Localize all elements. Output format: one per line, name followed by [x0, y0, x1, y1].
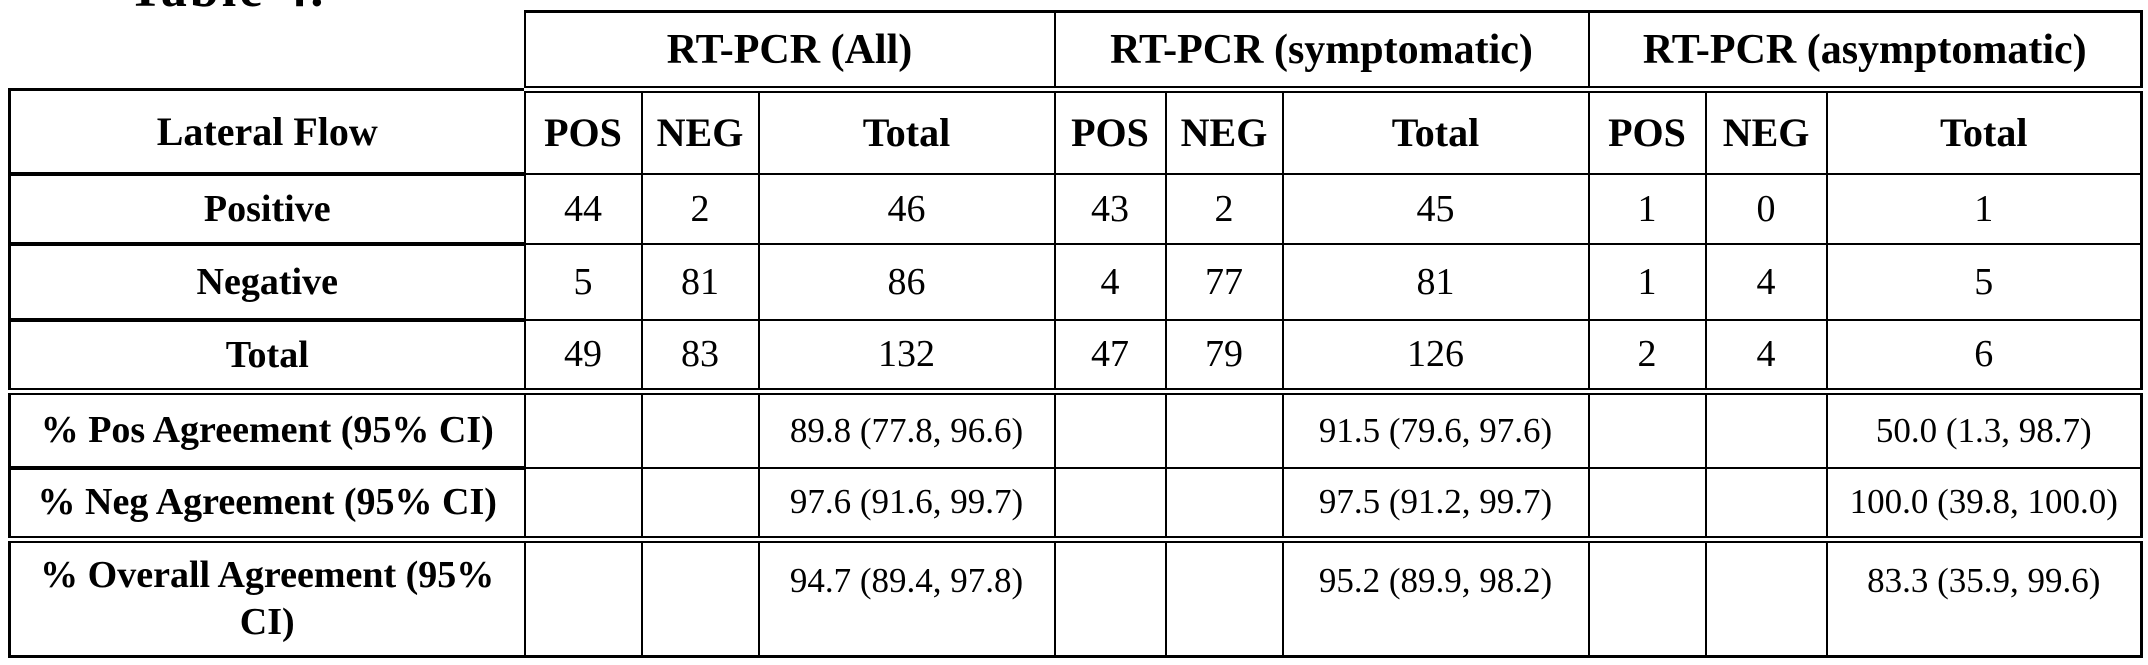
cell-negative-all-total: 86 — [758, 243, 1056, 321]
cell-negative-all-pos: 5 — [524, 243, 643, 321]
agreement-table: RT-PCR (All) RT-PCR (symptomatic) RT-PCR… — [8, 10, 2144, 658]
cell-negagree-all-pos-empty — [524, 467, 643, 543]
cell-negagree-sym-pos-empty — [1054, 467, 1167, 543]
cell-total-all-neg: 83 — [641, 319, 760, 395]
cell-posagree-all-neg-empty — [641, 391, 760, 469]
row-label-neg-agreement: % Neg Agreement (95% CI) — [8, 467, 526, 543]
cell-negative-all-neg: 81 — [641, 243, 760, 321]
row-total: Total 49 83 132 47 79 126 2 4 6 — [8, 319, 2144, 395]
col-header-neg-all: NEG — [641, 89, 760, 175]
cell-positive-sym-total: 45 — [1282, 173, 1590, 245]
col-header-total-asymptomatic: Total — [1826, 89, 2144, 175]
cell-negative-sym-total: 81 — [1282, 243, 1590, 321]
cell-total-all-total: 132 — [758, 319, 1056, 395]
cell-posagree-asym-total: 50.0 (1.3, 98.7) — [1826, 391, 2144, 469]
cell-positive-all-total: 46 — [758, 173, 1056, 245]
col-header-pos-asymptomatic: POS — [1588, 89, 1707, 175]
group-header-row: RT-PCR (All) RT-PCR (symptomatic) RT-PCR… — [10, 10, 2144, 93]
row-overall-agreement: % Overall Agreement (95% CI) 94.7 (89.4,… — [8, 539, 2144, 658]
cell-positive-sym-pos: 43 — [1054, 173, 1167, 245]
row-neg-agreement: % Neg Agreement (95% CI) 97.6 (91.6, 99.… — [8, 467, 2144, 543]
corner-blank-cell — [10, 12, 525, 90]
cell-overall-all-pos-empty — [524, 539, 643, 658]
cell-negagree-all-neg-empty — [641, 467, 760, 543]
cell-posagree-sym-total: 91.5 (79.6, 97.6) — [1282, 391, 1590, 469]
cell-negagree-sym-neg-empty — [1165, 467, 1284, 543]
cell-negagree-sym-total: 97.5 (91.2, 99.7) — [1282, 467, 1590, 543]
cell-positive-asym-pos: 1 — [1588, 173, 1707, 245]
cell-posagree-asym-neg-empty — [1705, 391, 1828, 469]
group-header-rtpcr-asymptomatic: RT-PCR (asymptomatic) — [1588, 10, 2144, 93]
cell-overall-sym-pos-empty — [1054, 539, 1167, 658]
row-label-negative: Negative — [8, 243, 526, 322]
cell-overall-asym-neg-empty — [1705, 539, 1828, 658]
row-label-total: Total — [8, 319, 526, 395]
cell-overall-sym-neg-empty — [1165, 539, 1284, 658]
group-header-rtpcr-symptomatic: RT-PCR (symptomatic) — [1054, 10, 1590, 93]
cell-posagree-all-pos-empty — [524, 391, 643, 469]
cell-negative-sym-pos: 4 — [1054, 243, 1167, 321]
cell-total-asym-pos: 2 — [1588, 319, 1707, 395]
row-label-overall-agreement: % Overall Agreement (95% CI) — [8, 539, 526, 658]
cell-negative-asym-neg: 4 — [1705, 243, 1828, 321]
row-pos-agreement: % Pos Agreement (95% CI) 89.8 (77.8, 96.… — [8, 391, 2144, 470]
cell-posagree-all-total: 89.8 (77.8, 96.6) — [758, 391, 1056, 469]
row-negative: Negative 5 81 86 4 77 81 1 4 5 — [8, 243, 2144, 322]
cell-positive-all-neg: 2 — [641, 173, 760, 245]
cell-overall-asym-total: 83.3 (35.9, 99.6) — [1826, 539, 2144, 658]
group-header-rtpcr-all: RT-PCR (All) — [523, 10, 1056, 93]
row-label-positive: Positive — [8, 173, 526, 246]
col-header-pos-all: POS — [524, 89, 643, 175]
row-header-lateral-flow: Lateral Flow — [8, 88, 526, 176]
cell-posagree-sym-neg-empty — [1165, 391, 1284, 469]
col-header-neg-symptomatic: NEG — [1165, 89, 1284, 175]
cell-negagree-asym-neg-empty — [1705, 467, 1828, 543]
cell-negative-sym-neg: 77 — [1165, 243, 1284, 321]
cell-negagree-asym-pos-empty — [1588, 467, 1707, 543]
cell-posagree-sym-pos-empty — [1054, 391, 1167, 469]
row-label-pos-agreement: % Pos Agreement (95% CI) — [8, 391, 526, 470]
cell-positive-asym-neg: 0 — [1705, 173, 1828, 245]
col-header-neg-asymptomatic: NEG — [1705, 89, 1828, 175]
cell-overall-asym-pos-empty — [1588, 539, 1707, 658]
col-header-total-symptomatic: Total — [1282, 89, 1590, 175]
row-positive: Positive 44 2 46 43 2 45 1 0 1 — [8, 173, 2144, 246]
cell-positive-sym-neg: 2 — [1165, 173, 1284, 245]
cell-negative-asym-pos: 1 — [1588, 243, 1707, 321]
col-header-total-all: Total — [758, 89, 1056, 175]
cell-total-asym-neg: 4 — [1705, 319, 1828, 395]
cell-negagree-asym-total: 100.0 (39.8, 100.0) — [1826, 467, 2144, 543]
cell-negagree-all-total: 97.6 (91.6, 99.7) — [758, 467, 1056, 543]
cell-total-all-pos: 49 — [524, 319, 643, 395]
cell-total-sym-pos: 47 — [1054, 319, 1167, 395]
cell-total-sym-neg: 79 — [1165, 319, 1284, 395]
table-caption: Table 4. — [128, 0, 326, 19]
cell-positive-all-pos: 44 — [524, 173, 643, 245]
cell-positive-asym-total: 1 — [1826, 173, 2144, 245]
cell-total-asym-total: 6 — [1826, 319, 2144, 395]
cell-overall-sym-total: 95.2 (89.9, 98.2) — [1282, 539, 1590, 658]
cell-overall-all-neg-empty — [641, 539, 760, 658]
cell-negative-asym-total: 5 — [1826, 243, 2144, 321]
col-header-pos-symptomatic: POS — [1054, 89, 1167, 175]
column-header-row: Lateral Flow POS NEG Total POS NEG Total… — [8, 88, 2144, 176]
cell-overall-all-total: 94.7 (89.4, 97.8) — [758, 539, 1056, 658]
cell-posagree-asym-pos-empty — [1588, 391, 1707, 469]
cell-total-sym-total: 126 — [1282, 319, 1590, 395]
